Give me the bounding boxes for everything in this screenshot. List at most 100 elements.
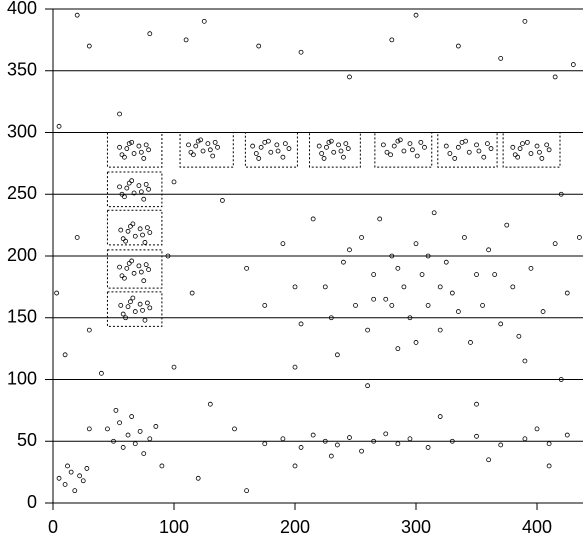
point	[124, 265, 130, 271]
point	[120, 236, 126, 242]
point	[146, 267, 151, 272]
point	[544, 142, 550, 148]
point	[121, 154, 127, 160]
point	[466, 149, 472, 155]
point	[147, 305, 153, 311]
point	[322, 438, 328, 444]
point	[117, 184, 122, 190]
point	[455, 144, 461, 150]
point	[552, 74, 558, 80]
point	[389, 302, 395, 308]
point	[207, 147, 213, 153]
point	[510, 144, 516, 150]
point	[77, 473, 83, 479]
point	[136, 143, 142, 149]
point	[215, 144, 220, 150]
point	[140, 307, 145, 313]
point	[265, 138, 271, 144]
point	[341, 154, 346, 160]
region-box	[106, 132, 163, 168]
point	[120, 311, 126, 317]
region-box	[374, 132, 433, 168]
point	[183, 37, 189, 43]
point	[298, 445, 304, 450]
point	[292, 463, 298, 469]
region-box	[502, 132, 561, 168]
point	[395, 138, 401, 144]
point	[136, 183, 142, 189]
point	[132, 233, 138, 239]
point	[474, 433, 479, 439]
y-tick-label: 250	[7, 183, 37, 203]
point	[371, 296, 377, 302]
point	[462, 235, 467, 240]
point	[418, 139, 424, 145]
point	[395, 441, 401, 447]
point	[117, 111, 122, 117]
point	[447, 151, 453, 156]
point	[534, 426, 540, 432]
point	[480, 302, 485, 308]
region-box	[106, 249, 163, 289]
point	[476, 148, 482, 154]
point	[146, 186, 151, 192]
point	[512, 152, 518, 158]
point	[419, 272, 425, 277]
point	[515, 154, 521, 160]
point	[153, 424, 159, 429]
point	[534, 143, 540, 149]
point	[142, 240, 148, 245]
point	[131, 190, 137, 196]
point	[331, 149, 337, 155]
point	[188, 149, 194, 155]
y-tick-label: 300	[7, 121, 37, 141]
point	[186, 142, 191, 148]
point	[144, 225, 150, 230]
point	[232, 426, 237, 432]
point	[328, 453, 334, 459]
point	[137, 428, 143, 434]
point	[56, 123, 62, 129]
point	[125, 432, 131, 438]
point	[143, 181, 149, 187]
point	[558, 191, 564, 197]
point	[118, 227, 124, 233]
point	[528, 151, 534, 156]
point	[256, 156, 262, 161]
region-box	[309, 132, 361, 168]
point	[119, 152, 125, 158]
point	[286, 146, 292, 151]
point	[121, 275, 127, 281]
point	[401, 148, 407, 154]
point	[117, 144, 122, 150]
point	[131, 151, 137, 156]
point	[117, 420, 122, 426]
point	[292, 284, 298, 290]
point	[510, 284, 516, 290]
point	[131, 270, 137, 276]
point	[517, 146, 523, 151]
point	[292, 364, 298, 370]
point	[128, 223, 133, 229]
point	[328, 138, 334, 144]
point	[56, 475, 62, 481]
point	[129, 258, 135, 264]
point	[171, 364, 177, 370]
point	[414, 153, 420, 159]
point	[137, 301, 143, 307]
point	[143, 262, 149, 268]
point	[141, 156, 147, 161]
point	[86, 426, 92, 432]
point	[147, 31, 153, 37]
point	[326, 139, 332, 145]
point	[171, 179, 177, 185]
point	[539, 156, 545, 161]
point	[200, 148, 206, 154]
point	[576, 235, 582, 240]
point	[72, 488, 78, 494]
point	[365, 327, 371, 333]
point	[437, 284, 443, 290]
point	[195, 475, 201, 481]
point	[262, 302, 268, 308]
